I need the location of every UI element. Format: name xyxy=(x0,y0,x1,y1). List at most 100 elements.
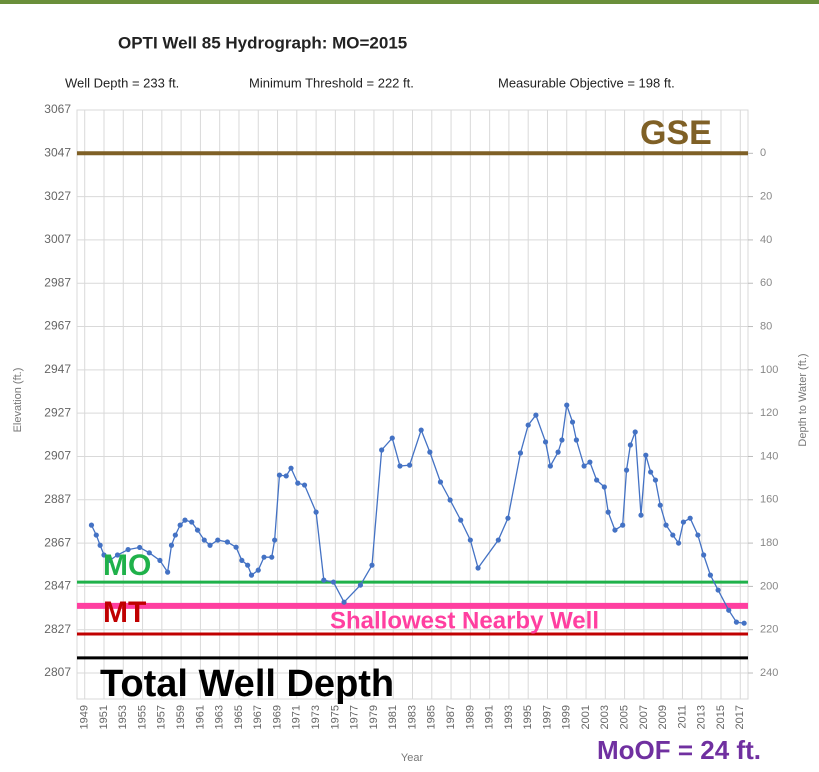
data-point xyxy=(569,419,576,425)
data-point xyxy=(643,452,649,458)
reference-label: Total Well Depth xyxy=(100,663,394,705)
reference-label: Shallowest Nearby Well xyxy=(330,607,599,634)
data-point xyxy=(245,562,251,568)
reference-label: MO xyxy=(103,549,151,582)
data-point xyxy=(447,497,453,503)
data-point xyxy=(601,484,607,490)
x-tick-label: 1971 xyxy=(291,705,303,729)
x-tick-label: 1977 xyxy=(349,705,361,729)
data-point xyxy=(741,620,747,626)
data-point xyxy=(687,515,693,521)
data-point xyxy=(88,522,95,528)
data-point xyxy=(207,542,213,548)
y2-tick-label: 120 xyxy=(760,407,778,419)
x-tick-label: 1997 xyxy=(541,705,553,729)
data-point xyxy=(107,557,113,564)
data-point xyxy=(657,502,663,508)
data-point xyxy=(276,472,283,478)
data-point xyxy=(313,509,319,515)
x-tick-label: 2007 xyxy=(638,705,650,729)
data-point xyxy=(680,519,687,525)
data-point xyxy=(379,447,385,453)
data-point xyxy=(165,569,171,575)
data-point xyxy=(233,544,239,550)
data-point xyxy=(101,552,107,558)
subtitle: Well Depth = 233 ft. xyxy=(65,75,179,90)
data-point xyxy=(114,552,121,558)
data-point xyxy=(93,532,99,538)
x-tick-label: 1969 xyxy=(271,705,283,729)
x-tick-label: 1967 xyxy=(252,705,264,729)
data-point xyxy=(587,459,593,465)
data-point xyxy=(555,449,561,455)
chart-title: OPTI Well 85 Hydrograph: MO=2015 xyxy=(118,33,407,52)
data-point xyxy=(357,582,364,588)
data-point xyxy=(632,429,638,435)
x-tick-label: 2003 xyxy=(599,705,611,729)
x-tick-label: 1961 xyxy=(194,705,206,729)
data-point xyxy=(157,557,163,564)
x-tick-label: 1975 xyxy=(329,705,341,729)
x-tick-label: 1951 xyxy=(98,705,110,729)
y-tick-label: 2927 xyxy=(44,405,71,419)
y2-tick-label: 240 xyxy=(760,667,778,679)
data-point xyxy=(564,402,570,408)
x-tick-label: 2011 xyxy=(676,705,688,729)
data-point xyxy=(427,449,433,455)
data-point xyxy=(707,572,714,578)
data-point xyxy=(437,479,444,485)
data-point xyxy=(648,469,654,475)
data-point xyxy=(189,519,195,525)
x-tick-label: 1991 xyxy=(484,705,496,729)
data-point xyxy=(389,435,395,441)
data-point xyxy=(594,477,600,483)
data-point xyxy=(495,537,501,543)
y2-tick-label: 100 xyxy=(760,364,778,376)
data-point xyxy=(695,532,701,538)
x-tick-label: 1983 xyxy=(406,705,418,729)
x-tick-label: 2015 xyxy=(715,705,727,729)
x-tick-label: 1959 xyxy=(175,705,187,729)
data-point xyxy=(295,480,301,486)
data-point xyxy=(675,540,682,546)
y2-tick-label: 220 xyxy=(760,624,778,636)
data-point xyxy=(407,462,413,468)
x-tick-label: 1957 xyxy=(156,705,168,729)
subtitle: Minimum Threshold = 222 ft. xyxy=(249,75,414,90)
data-point xyxy=(137,544,143,551)
y-tick-label: 3067 xyxy=(44,102,71,116)
data-point xyxy=(627,442,633,448)
data-point xyxy=(397,463,403,469)
y2-tick-label: 20 xyxy=(760,191,772,203)
data-point xyxy=(623,467,630,473)
data-point xyxy=(182,517,188,523)
reference-label: GSE xyxy=(640,114,712,152)
y-tick-label: 3027 xyxy=(44,189,71,203)
subtitle: Measurable Objective = 198 ft. xyxy=(498,75,675,90)
data-point xyxy=(146,550,152,556)
x-tick-label: 1989 xyxy=(464,705,476,729)
data-point xyxy=(726,607,732,613)
x-tick-label: 1979 xyxy=(368,705,380,729)
data-point xyxy=(321,577,327,583)
data-point xyxy=(177,522,183,528)
data-point xyxy=(248,572,255,578)
x-tick-label: 1999 xyxy=(561,705,573,729)
data-point xyxy=(733,619,740,625)
x-axis-label: Year xyxy=(401,752,424,764)
top-bar xyxy=(0,0,819,4)
x-tick-label: 1993 xyxy=(503,705,515,729)
y-tick-label: 2967 xyxy=(44,319,71,333)
y-tick-label: 2907 xyxy=(44,449,71,463)
data-point xyxy=(517,450,524,456)
data-point xyxy=(272,537,278,543)
data-point xyxy=(620,522,626,528)
data-point xyxy=(542,439,549,445)
x-tick-label: 1981 xyxy=(387,705,399,729)
data-point xyxy=(418,427,424,433)
y-tick-label: 2867 xyxy=(44,535,71,549)
data-point xyxy=(701,552,707,558)
data-point xyxy=(652,477,659,483)
data-point xyxy=(125,546,131,553)
y2-tick-label: 200 xyxy=(760,580,778,592)
